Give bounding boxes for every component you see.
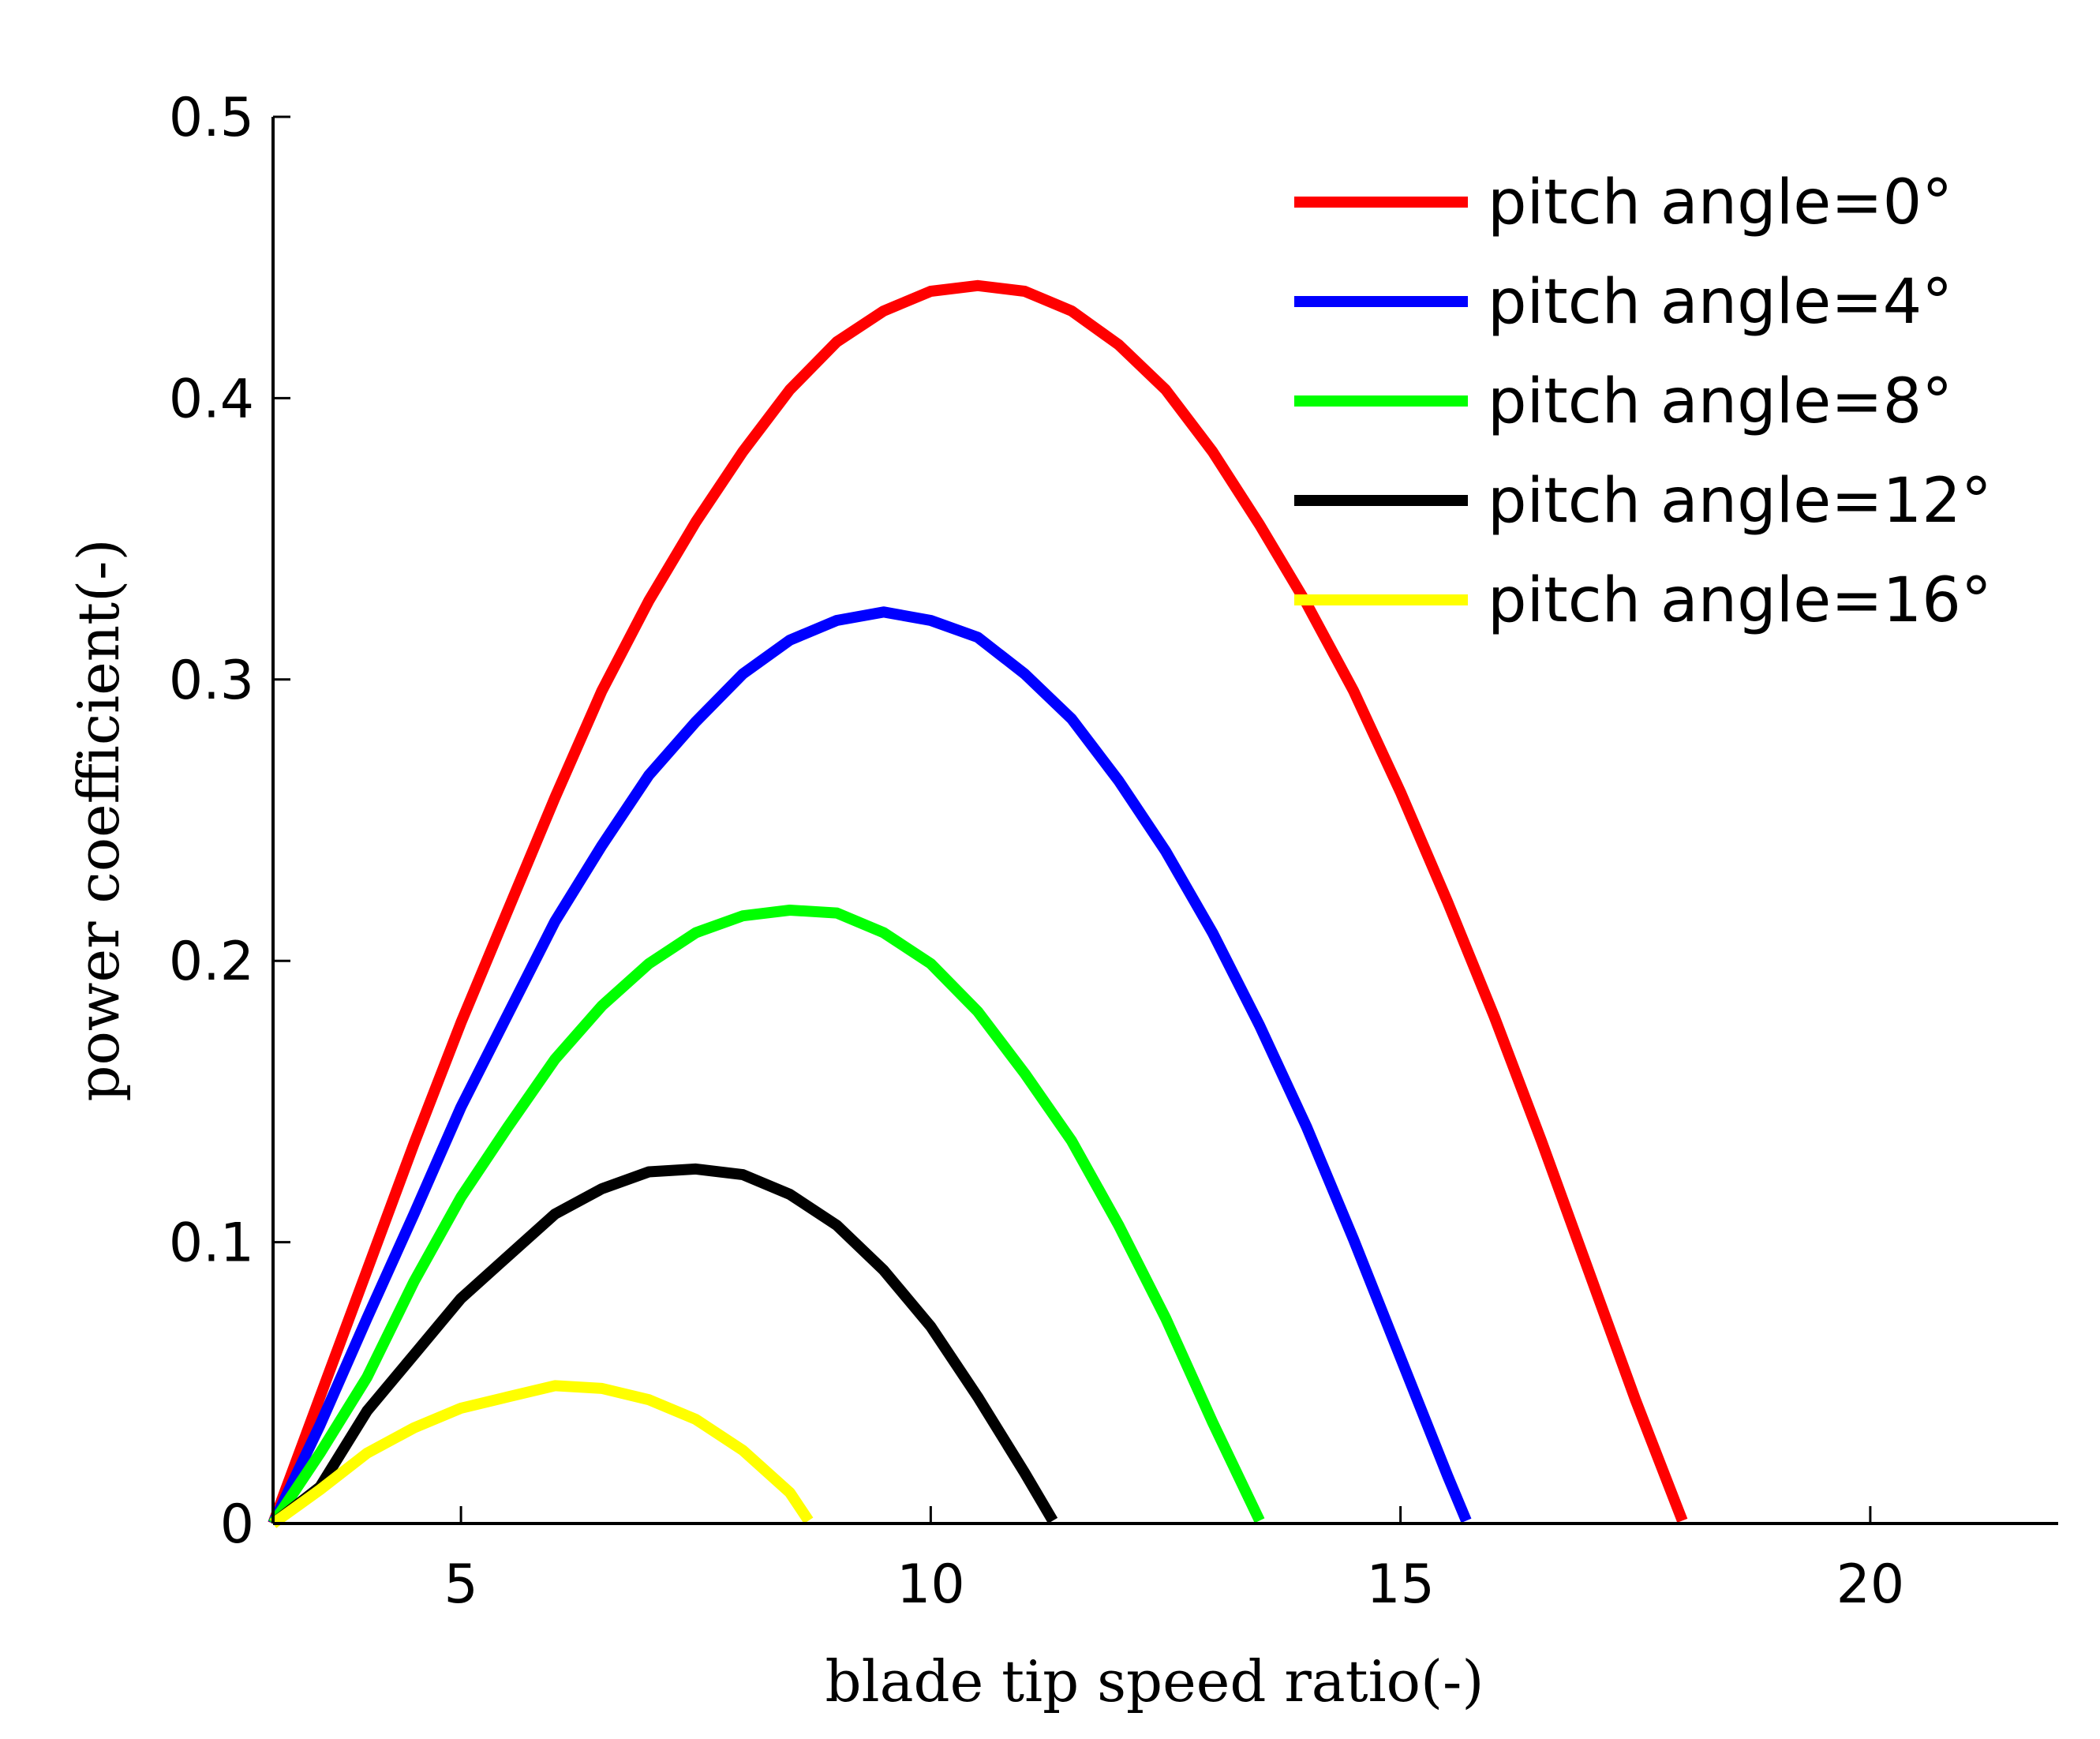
y-ticks: 0 0.1 0.2 0.3 0.4 0.5 <box>169 87 290 1556</box>
y-tick-label: 0.1 <box>169 1212 254 1275</box>
x-tick-label: 5 <box>444 1553 477 1616</box>
series-line-3 <box>269 1163 1058 1528</box>
legend-label-2: pitch angle=8° <box>1488 366 1952 437</box>
y-tick-label: 0 <box>220 1494 254 1556</box>
axes: 5 10 15 20 0 0.1 0.2 0.3 0.4 0.5 <box>169 87 2058 1616</box>
series-line-0 <box>268 279 1688 1526</box>
x-axis-label: blade tip speed ratio(-) <box>825 1648 1484 1715</box>
y-tick-label: 0.2 <box>169 931 254 993</box>
legend-label-3: pitch angle=12° <box>1488 466 1992 537</box>
x-tick-label: 10 <box>897 1553 965 1616</box>
legend-label-0: pitch angle=0° <box>1488 167 1952 238</box>
x-tick-label: 20 <box>1836 1553 1905 1616</box>
y-tick-label: 0.5 <box>169 87 254 149</box>
y-tick-label: 0.3 <box>169 650 254 712</box>
series-line-1 <box>268 606 1472 1527</box>
series-line-2 <box>268 905 1265 1527</box>
legend: pitch angle=0° pitch angle=4° pitch angle=… <box>1294 167 1992 636</box>
x-tick-label: 15 <box>1366 1553 1435 1616</box>
x-ticks: 5 10 15 20 <box>444 1506 1904 1616</box>
legend-label-4: pitch angle=16° <box>1488 565 1992 636</box>
y-axis-label: power coefficient(-) <box>66 538 132 1101</box>
y-tick-label: 0.4 <box>169 368 254 430</box>
legend-label-1: pitch angle=4° <box>1488 267 1952 338</box>
series-line-4 <box>269 1380 814 1528</box>
plot-lines <box>268 279 1688 1528</box>
